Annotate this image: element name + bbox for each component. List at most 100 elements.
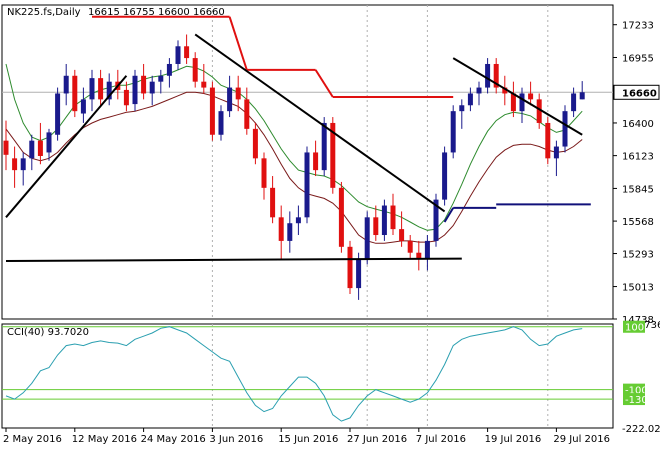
ohlc-readout: 16615 16755 16600 16660 [88, 7, 225, 18]
time-tick-label: 24 May 2016 [141, 434, 206, 445]
candle-bull [218, 111, 224, 135]
candle-bull [175, 46, 181, 64]
candle-bear [510, 93, 516, 112]
candle-bear [390, 205, 396, 230]
price-tick-label: 17233 [622, 21, 654, 32]
candle-bull [579, 92, 585, 100]
candle-bull [106, 81, 112, 100]
candle-bull [433, 199, 439, 241]
current-price-box [613, 84, 660, 100]
candle-bear [347, 246, 353, 289]
cci-level-box [623, 383, 645, 396]
time-axis: 2 May 2016 12 May 2016 24 May 2016 3 Jun 20… [3, 428, 610, 445]
candle-bear [338, 187, 344, 247]
candle-bull [442, 152, 448, 200]
price-tick-label: 15845 [622, 184, 654, 195]
candle-bear [528, 93, 534, 100]
price-tick-label: 15013 [622, 283, 654, 294]
candle-bear [209, 87, 215, 135]
candle-bull [519, 93, 525, 112]
resistance-step-line [314, 69, 334, 98]
cci-panel-frame [1, 323, 614, 429]
price-tick-label: 16955 [622, 53, 654, 64]
time-tick-label: 2 May 2016 [3, 434, 62, 445]
cci-level-label: -100 [625, 386, 648, 397]
candle-bull [46, 132, 52, 153]
time-tick-label: 27 Jun 2016 [347, 434, 407, 445]
price-tick-label: 15293 [622, 250, 654, 261]
ma-slow-line [5, 91, 583, 244]
candle-bull [562, 111, 568, 147]
candle-bear [37, 140, 43, 156]
candle-bear [123, 89, 129, 106]
price-tick-label: 16400 [622, 119, 654, 130]
price-tick-label: 14738 [622, 315, 654, 326]
cci-axis: 108.7365100-100-130-222.0255 [622, 320, 660, 435]
candle-bull [485, 63, 491, 88]
candle-bear [373, 217, 379, 236]
cci-tick-label: -222.0255 [622, 424, 660, 435]
trendline [194, 33, 446, 213]
candle-bear [270, 187, 276, 218]
candle-bull [166, 63, 172, 76]
candle-bull [149, 81, 155, 94]
candle-bull [304, 152, 310, 218]
trendline [5, 75, 128, 218]
candle-bear [399, 229, 405, 241]
candle-bear [493, 63, 499, 88]
candle-bull [80, 99, 86, 114]
candle-bear [278, 217, 284, 241]
candle-bear [201, 81, 207, 88]
time-tick-label: 3 Jun 2016 [209, 434, 263, 445]
candle-bear [72, 75, 78, 112]
candle-bull [132, 75, 138, 105]
candle-bull [356, 258, 362, 289]
candle-bull [20, 158, 26, 171]
candle-bear [192, 58, 198, 82]
candle-bull [364, 217, 370, 259]
candle-bull [450, 111, 456, 153]
resistance-step-line [228, 16, 248, 71]
candle-bull [63, 75, 69, 94]
candle-bull [424, 240, 430, 259]
cci-level-box [623, 393, 645, 406]
trendline [5, 257, 462, 262]
candlesticks [3, 34, 585, 300]
candle-bear [184, 46, 190, 59]
drawn-lines [5, 15, 591, 262]
support-line-riser [443, 207, 455, 223]
candle-bear [330, 122, 336, 188]
candle-bear [3, 140, 9, 155]
price-axis: 17233 16955 16660 16400 16123 15845 15568 15293… [613, 21, 660, 326]
cci-line [5, 326, 583, 422]
candle-bear [141, 75, 147, 94]
candle-bear [536, 99, 542, 123]
candle-bear [235, 87, 241, 100]
trendline [452, 57, 583, 136]
cci-panel: CCI(40) 93.7020 [1, 323, 614, 429]
candle-bull [55, 93, 61, 135]
candle-bear [12, 158, 18, 171]
time-tick-label: 19 Jul 2016 [485, 434, 542, 445]
candle-bull [29, 140, 35, 159]
candle-bear [313, 152, 319, 171]
time-tick-label: 15 Jun 2016 [278, 434, 338, 445]
candle-bull [287, 223, 293, 241]
candle-bull [467, 93, 473, 106]
price-tick-label: 16123 [622, 152, 654, 163]
candle-bull [321, 122, 327, 171]
candle-bull [89, 78, 95, 100]
candle-bear [502, 87, 508, 94]
time-tick-label: 7 Jul 2016 [416, 434, 466, 445]
candle-bull [381, 205, 387, 236]
candle-bear [545, 122, 551, 159]
candle-bull [553, 146, 559, 159]
cci-grid [2, 324, 613, 428]
price-panel: NK225.fs,Daily 16615 16755 16600 16660 [1, 4, 614, 320]
time-tick-label: 12 May 2016 [72, 434, 137, 445]
cci-level-box [623, 320, 645, 333]
candle-bull [571, 93, 577, 112]
candle-bull [459, 105, 465, 112]
candle-bull [227, 87, 233, 112]
